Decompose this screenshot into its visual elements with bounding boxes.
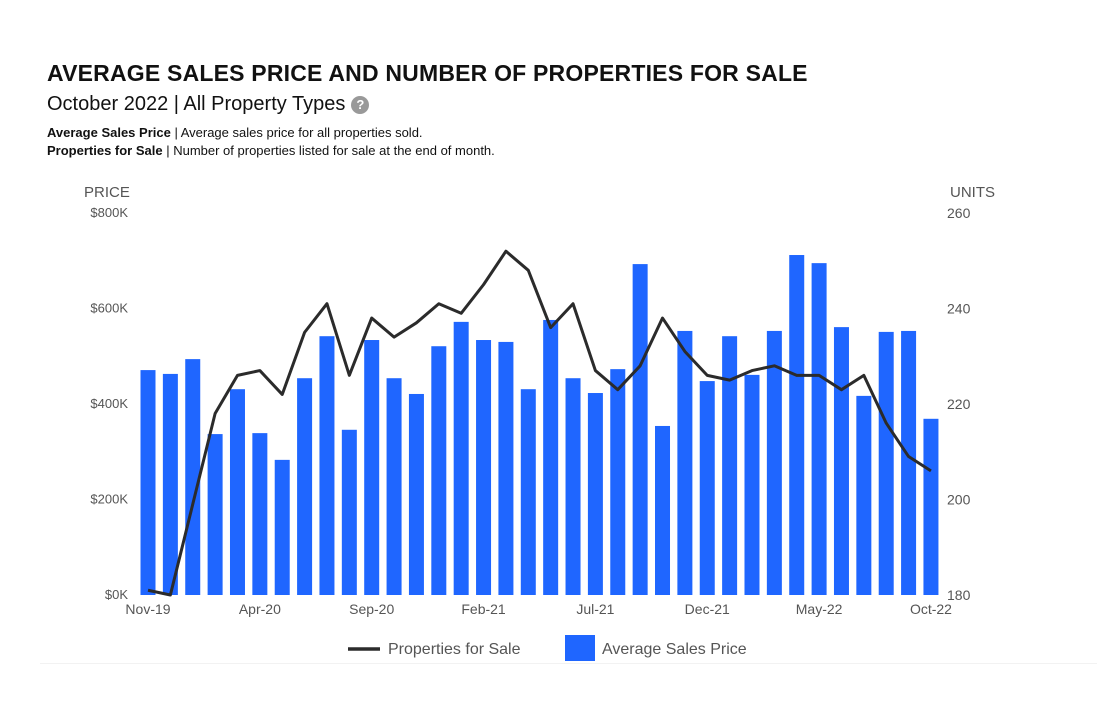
legend-bar-swatch (565, 635, 595, 661)
bar (632, 264, 648, 595)
x-tick-label: Jul-21 (576, 601, 614, 617)
bar (923, 418, 939, 595)
bar (722, 336, 738, 595)
y-tick-label: $0K (105, 587, 128, 602)
x-tick-label: Dec-21 (685, 601, 730, 617)
bar (543, 319, 559, 595)
bar (386, 378, 402, 595)
y-axis-label: PRICE (84, 184, 130, 201)
bar (789, 255, 805, 595)
y-tick-label: $800K (90, 205, 128, 220)
y-tick-label: $200K (90, 492, 128, 507)
bar (185, 359, 201, 595)
bar (140, 370, 156, 595)
bar (565, 378, 581, 595)
x-tick-label: May-22 (796, 601, 843, 617)
bar (431, 346, 447, 595)
desc-text: | Average sales price for all properties… (170, 125, 423, 140)
bar (453, 321, 469, 595)
bar (587, 393, 603, 595)
y-tick-label: $400K (90, 396, 128, 411)
chart-subtitle: October 2022 | All Property Types ? (47, 93, 370, 116)
y2-tick-label: 200 (947, 492, 971, 508)
bar (408, 393, 424, 595)
bar (833, 327, 849, 595)
x-tick-label: Oct-22 (910, 601, 952, 617)
bar (677, 330, 693, 595)
bar (207, 434, 223, 595)
bar (520, 389, 536, 595)
bar (901, 330, 917, 595)
question-circle-icon[interactable]: ? (351, 95, 370, 114)
bar (699, 381, 715, 595)
divider (40, 663, 1097, 664)
x-tick-label: Feb-21 (461, 601, 506, 617)
bar (252, 433, 268, 595)
bar (856, 395, 872, 595)
y2-tick-label: 180 (947, 587, 971, 603)
bar (498, 341, 514, 595)
desc-label: Average Sales Price (47, 125, 171, 140)
desc-text: | Number of properties listed for sale a… (162, 143, 495, 158)
y2-axis-label: UNITS (950, 184, 995, 201)
description-price: Average Sales Price | Average sales pric… (47, 125, 423, 140)
y2-tick-label: 220 (947, 396, 971, 412)
x-tick-label: Nov-19 (125, 601, 170, 617)
x-tick-label: Sep-20 (349, 601, 394, 617)
legend-label: Properties for Sale (388, 641, 521, 658)
description-properties: Properties for Sale | Number of properti… (47, 143, 495, 158)
desc-label: Properties for Sale (47, 143, 163, 158)
bar (766, 330, 782, 595)
bar (476, 340, 492, 595)
chart-title: AVERAGE SALES PRICE AND NUMBER OF PROPER… (47, 60, 808, 86)
bar (610, 369, 626, 595)
bar (341, 429, 357, 595)
x-tick-label: Apr-20 (239, 601, 281, 617)
bar (162, 373, 178, 595)
bar (319, 336, 335, 595)
y2-tick-label: 240 (947, 301, 971, 317)
y2-tick-label: 260 (947, 205, 971, 221)
bar (811, 263, 827, 595)
y-tick-label: $600K (90, 301, 128, 316)
bar (229, 389, 245, 595)
bar (297, 378, 313, 595)
subtitle-text: October 2022 | All Property Types (47, 93, 346, 115)
bar (655, 425, 671, 595)
bar (878, 331, 894, 595)
bar (364, 340, 380, 595)
line-properties-for-sale (147, 249, 932, 597)
legend-label: Average Sales Price (602, 641, 747, 658)
bar (274, 459, 290, 595)
bar (744, 374, 760, 595)
